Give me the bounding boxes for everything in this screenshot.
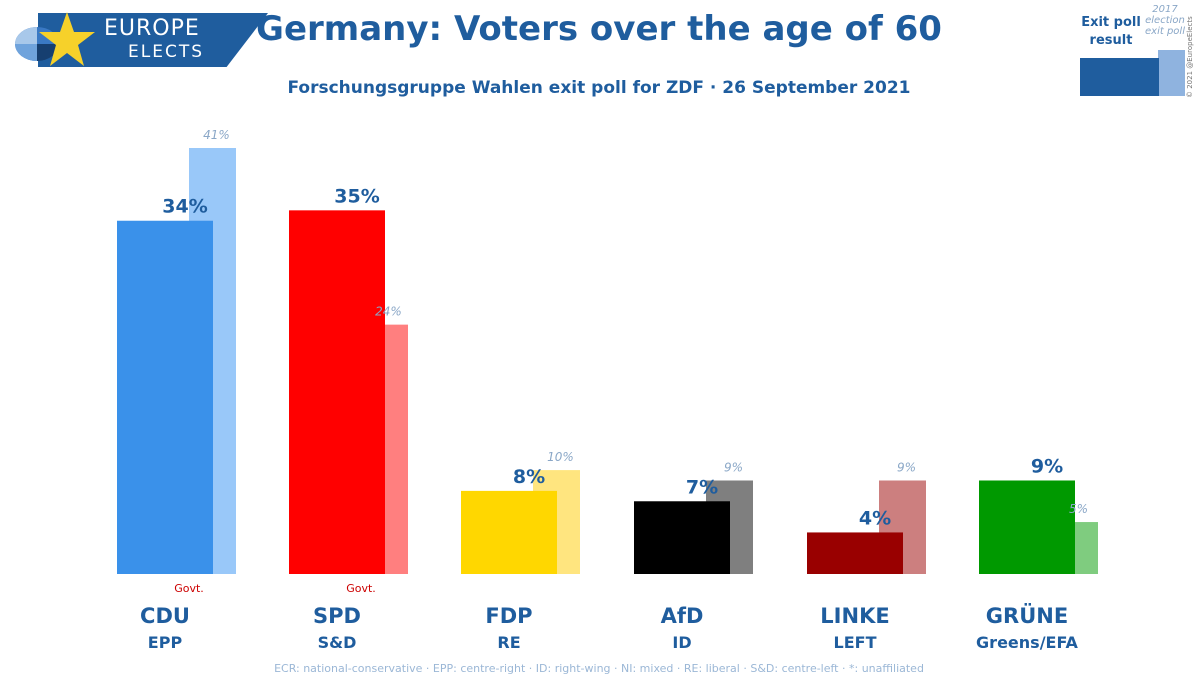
footnote: ECR: national-conservative · EPP: centre… [0,662,1198,675]
party-label-linke: LINKE [820,604,889,628]
party-label-fdp: FDP [485,604,532,628]
party-label-afd: AfD [661,604,704,628]
value-label-linke: 4% [859,507,891,529]
value-label-spd: 35% [334,185,379,207]
bar-exit-poll-fdp [461,491,557,574]
party-label-cdu: CDU [140,604,190,628]
bar-exit-poll-spd [289,210,385,574]
govt-label-cdu: Govt. [174,582,204,595]
party-label-grne: GRÜNE [986,603,1068,628]
group-label-grne: Greens/EFA [976,633,1079,652]
prev-value-label-fdp: 10% [547,450,574,464]
group-label-fdp: RE [497,633,520,652]
group-label-afd: ID [672,633,691,652]
bar-exit-poll-grne [979,480,1075,574]
group-label-linke: LEFT [834,633,877,652]
prev-value-label-afd: 9% [724,460,743,474]
value-label-afd: 7% [686,476,718,498]
value-label-fdp: 8% [513,466,545,488]
prev-value-label-linke: 9% [897,460,916,474]
bar-exit-poll-afd [634,501,730,574]
group-label-spd: S&D [318,633,357,652]
bar-exit-poll-cdu [117,221,213,574]
party-label-spd: SPD [313,604,361,628]
value-label-grne: 9% [1031,455,1063,477]
group-label-cdu: EPP [148,633,183,652]
prev-value-label-grne: 5% [1069,502,1088,516]
value-label-cdu: 34% [162,196,207,218]
prev-value-label-cdu: 41% [203,128,230,142]
govt-label-spd: Govt. [346,582,376,595]
prev-value-label-spd: 24% [375,305,402,319]
bar-exit-poll-linke [807,532,903,574]
